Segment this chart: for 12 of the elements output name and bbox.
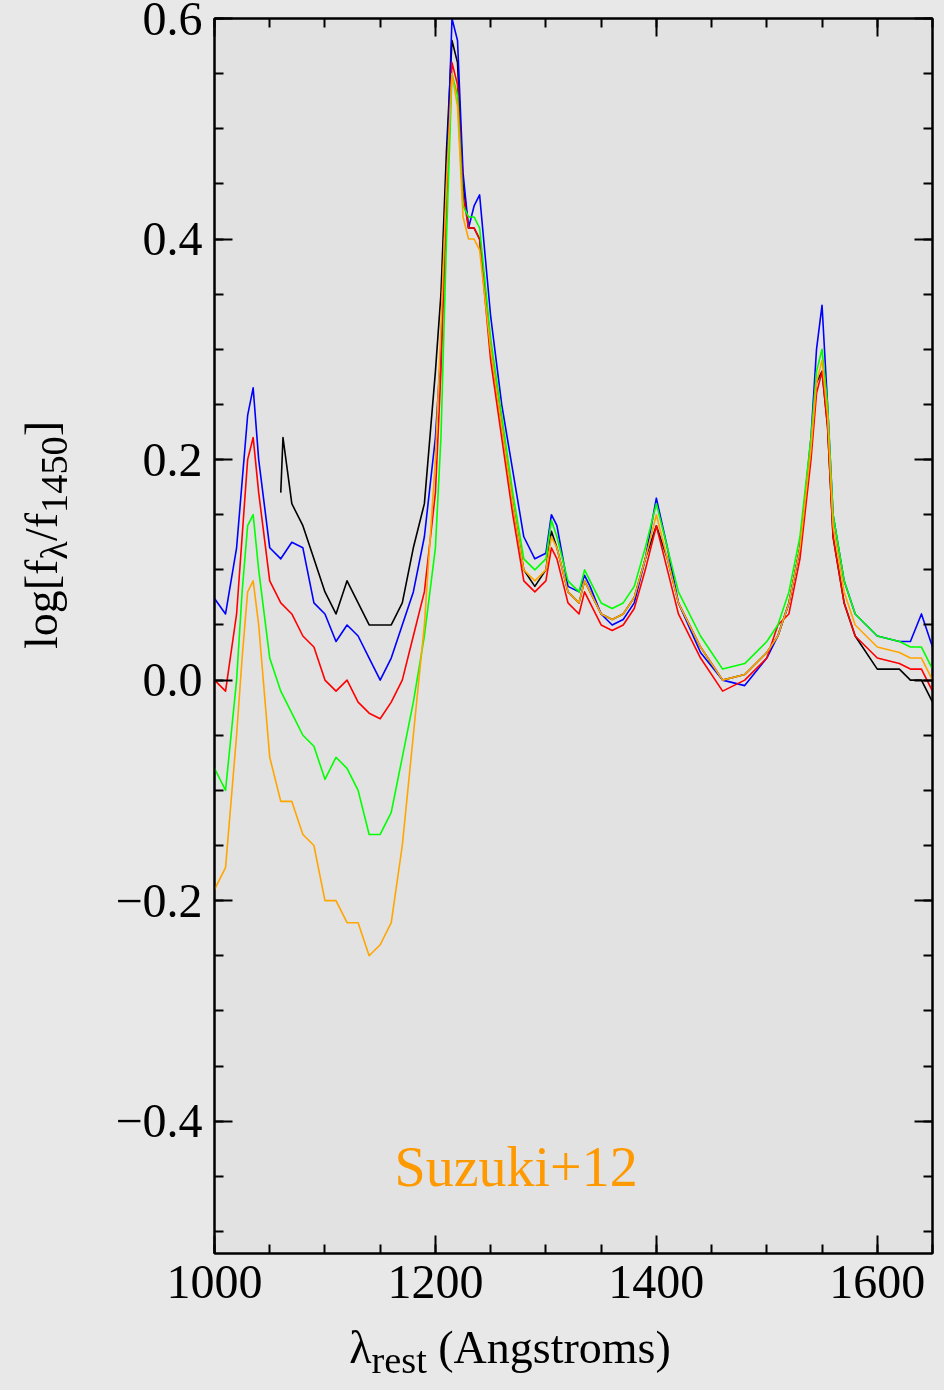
y-tick-label: 0.2 (142, 432, 203, 486)
x-axis-title: λ$_{rest}$ (Angstroms) (348, 1322, 672, 1384)
annotation: Suzuki+12 (394, 1135, 638, 1198)
y-tick-label: 0.6 (142, 0, 203, 45)
y-tick-label: −0.4 (115, 1094, 203, 1148)
x-tick-label: 1200 (387, 1254, 484, 1308)
x-tick-label: 1000 (166, 1254, 263, 1308)
x-tick-label: 1400 (608, 1254, 705, 1308)
y-tick-label: 0.4 (142, 212, 203, 266)
y-tick-label: 0.0 (142, 653, 203, 707)
y-tick-label: −0.2 (115, 873, 203, 927)
x-tick-label: 1600 (829, 1254, 926, 1308)
